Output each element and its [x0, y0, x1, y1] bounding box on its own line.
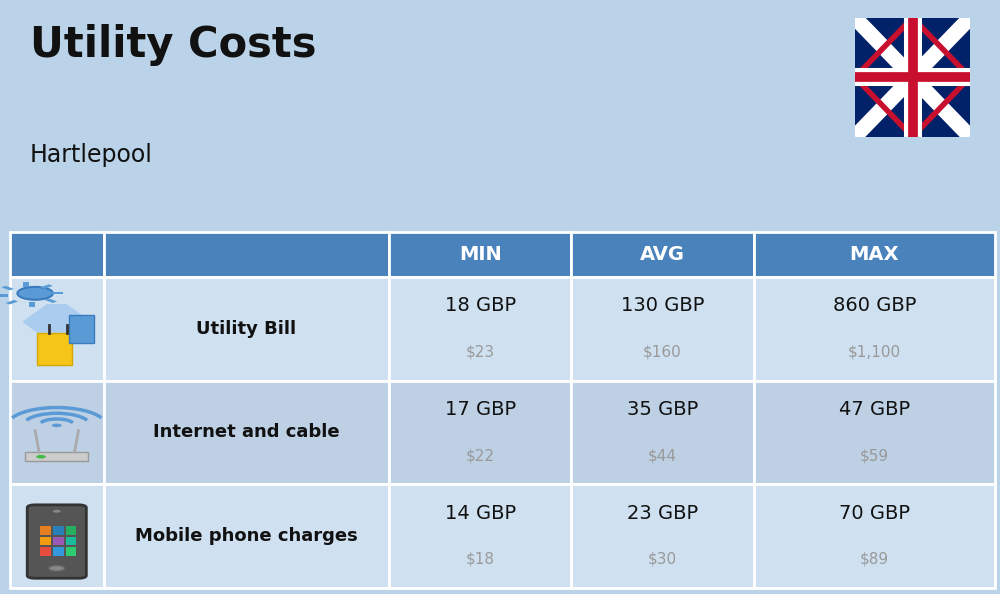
- Text: Mobile phone charges: Mobile phone charges: [135, 527, 358, 545]
- Polygon shape: [22, 304, 91, 333]
- Bar: [1, 286, 14, 290]
- Text: 35 GBP: 35 GBP: [627, 400, 698, 419]
- Bar: [29, 302, 35, 307]
- Text: MAX: MAX: [850, 245, 899, 264]
- Polygon shape: [571, 484, 754, 588]
- Text: 23 GBP: 23 GBP: [627, 504, 698, 523]
- Bar: [37, 333, 72, 365]
- Polygon shape: [104, 381, 389, 484]
- Text: $30: $30: [648, 552, 677, 567]
- Text: Utility Bill: Utility Bill: [196, 320, 296, 338]
- Polygon shape: [104, 277, 389, 381]
- Polygon shape: [10, 484, 104, 588]
- Polygon shape: [389, 484, 571, 588]
- Text: 14 GBP: 14 GBP: [445, 504, 516, 523]
- FancyBboxPatch shape: [27, 505, 86, 579]
- Text: $89: $89: [860, 552, 889, 567]
- Text: $23: $23: [466, 345, 495, 359]
- Polygon shape: [754, 232, 995, 277]
- Bar: [40, 547, 51, 556]
- Circle shape: [53, 510, 61, 513]
- Polygon shape: [571, 232, 754, 277]
- Polygon shape: [754, 484, 995, 588]
- Text: $160: $160: [643, 345, 682, 359]
- Polygon shape: [389, 277, 571, 381]
- Text: Hartlepool: Hartlepool: [30, 143, 153, 166]
- Text: 70 GBP: 70 GBP: [839, 504, 910, 523]
- Text: $18: $18: [466, 552, 495, 567]
- Text: 18 GBP: 18 GBP: [445, 296, 516, 315]
- Bar: [66, 536, 76, 545]
- Bar: [40, 536, 51, 545]
- Text: 130 GBP: 130 GBP: [621, 296, 704, 315]
- Text: $59: $59: [860, 448, 889, 463]
- Polygon shape: [855, 18, 970, 137]
- Text: Utility Costs: Utility Costs: [30, 24, 316, 66]
- Polygon shape: [10, 277, 104, 381]
- Bar: [45, 298, 57, 303]
- Polygon shape: [389, 232, 571, 277]
- Bar: [40, 526, 51, 535]
- Bar: [53, 536, 64, 545]
- Text: $44: $44: [648, 448, 677, 463]
- Polygon shape: [571, 381, 754, 484]
- Text: 860 GBP: 860 GBP: [833, 296, 916, 315]
- Polygon shape: [571, 277, 754, 381]
- Polygon shape: [104, 484, 389, 588]
- Text: $1,100: $1,100: [848, 345, 901, 359]
- Text: AVG: AVG: [640, 245, 685, 264]
- Polygon shape: [389, 381, 571, 484]
- Polygon shape: [754, 277, 995, 381]
- Polygon shape: [10, 381, 104, 484]
- Text: 17 GBP: 17 GBP: [445, 400, 516, 419]
- Polygon shape: [10, 232, 104, 277]
- Polygon shape: [754, 381, 995, 484]
- Circle shape: [17, 287, 53, 300]
- Bar: [6, 300, 18, 305]
- Bar: [66, 526, 76, 535]
- Bar: [69, 315, 94, 343]
- Circle shape: [36, 455, 46, 459]
- Bar: [23, 282, 29, 286]
- Text: 47 GBP: 47 GBP: [839, 400, 910, 419]
- Text: Internet and cable: Internet and cable: [153, 424, 340, 441]
- Text: MIN: MIN: [459, 245, 502, 264]
- Bar: [53, 547, 64, 556]
- Bar: [53, 526, 64, 535]
- Bar: [0, 295, 8, 296]
- Bar: [25, 452, 88, 461]
- Bar: [66, 547, 76, 556]
- Polygon shape: [104, 232, 389, 277]
- Bar: [51, 292, 63, 295]
- Circle shape: [52, 424, 62, 427]
- Bar: [40, 285, 53, 289]
- Circle shape: [49, 565, 65, 571]
- Text: $22: $22: [466, 448, 495, 463]
